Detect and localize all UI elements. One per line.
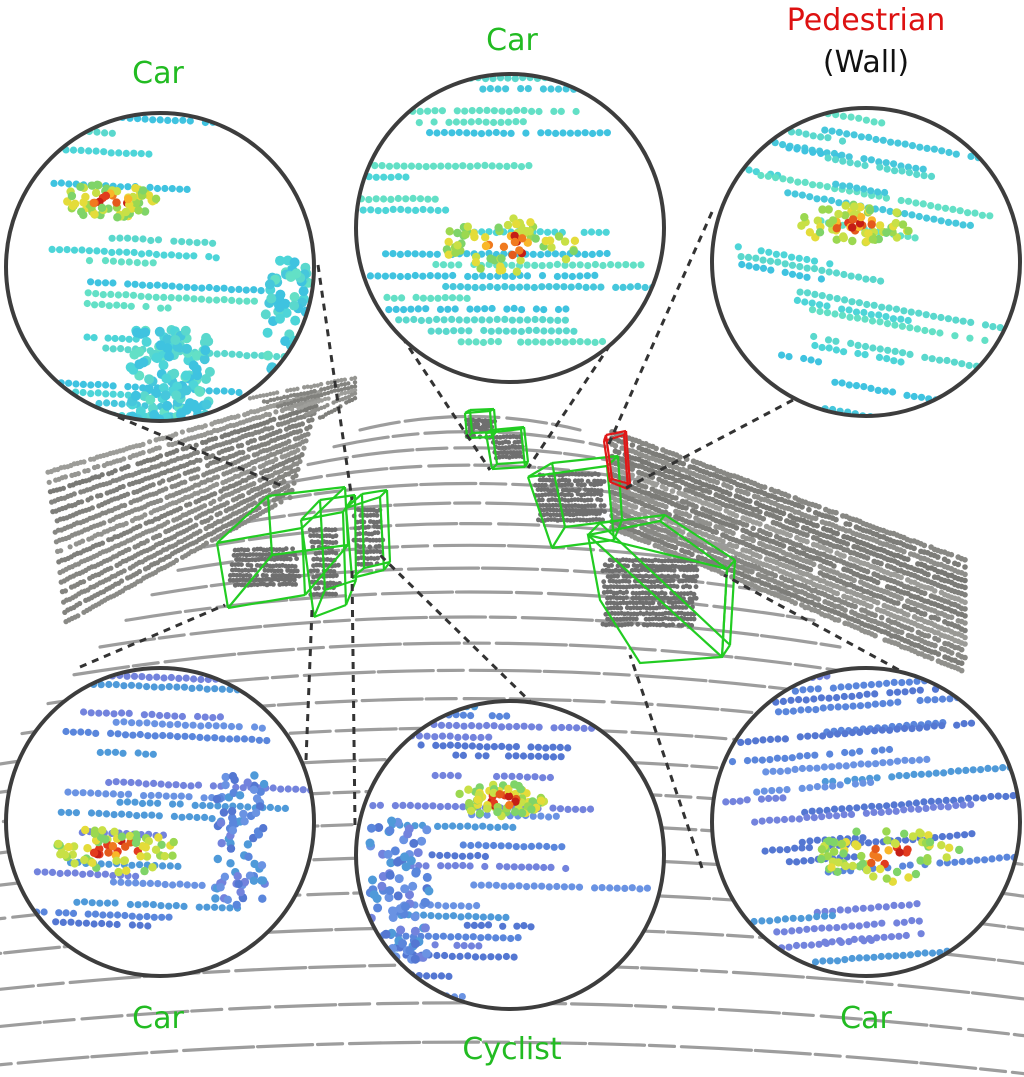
label-top-center-car: Car — [486, 23, 538, 58]
left-wall-point-cloud — [45, 375, 358, 625]
inset-top-center — [354, 72, 666, 384]
inset-top-left — [4, 111, 316, 423]
right-wall-point-cloud — [609, 429, 968, 674]
label-bottom-right-car: Car — [840, 1001, 892, 1036]
label-top-left-car: Car — [132, 56, 184, 91]
label-bottom-center-cyclist: Cyclist — [462, 1032, 562, 1067]
inset-bottom-right — [710, 666, 1022, 978]
label-top-right-wall: (Wall) — [822, 45, 910, 80]
inset-connectors — [79, 211, 911, 869]
label-bottom-left-car: Car — [132, 1001, 184, 1036]
inset-bottom-left — [4, 666, 316, 978]
detection-boxes — [215, 407, 737, 665]
inset-top-right — [710, 106, 1022, 418]
inset-bottom-center — [354, 699, 666, 1011]
label-top-right-pedestrian: Pedestrian — [786, 3, 946, 38]
